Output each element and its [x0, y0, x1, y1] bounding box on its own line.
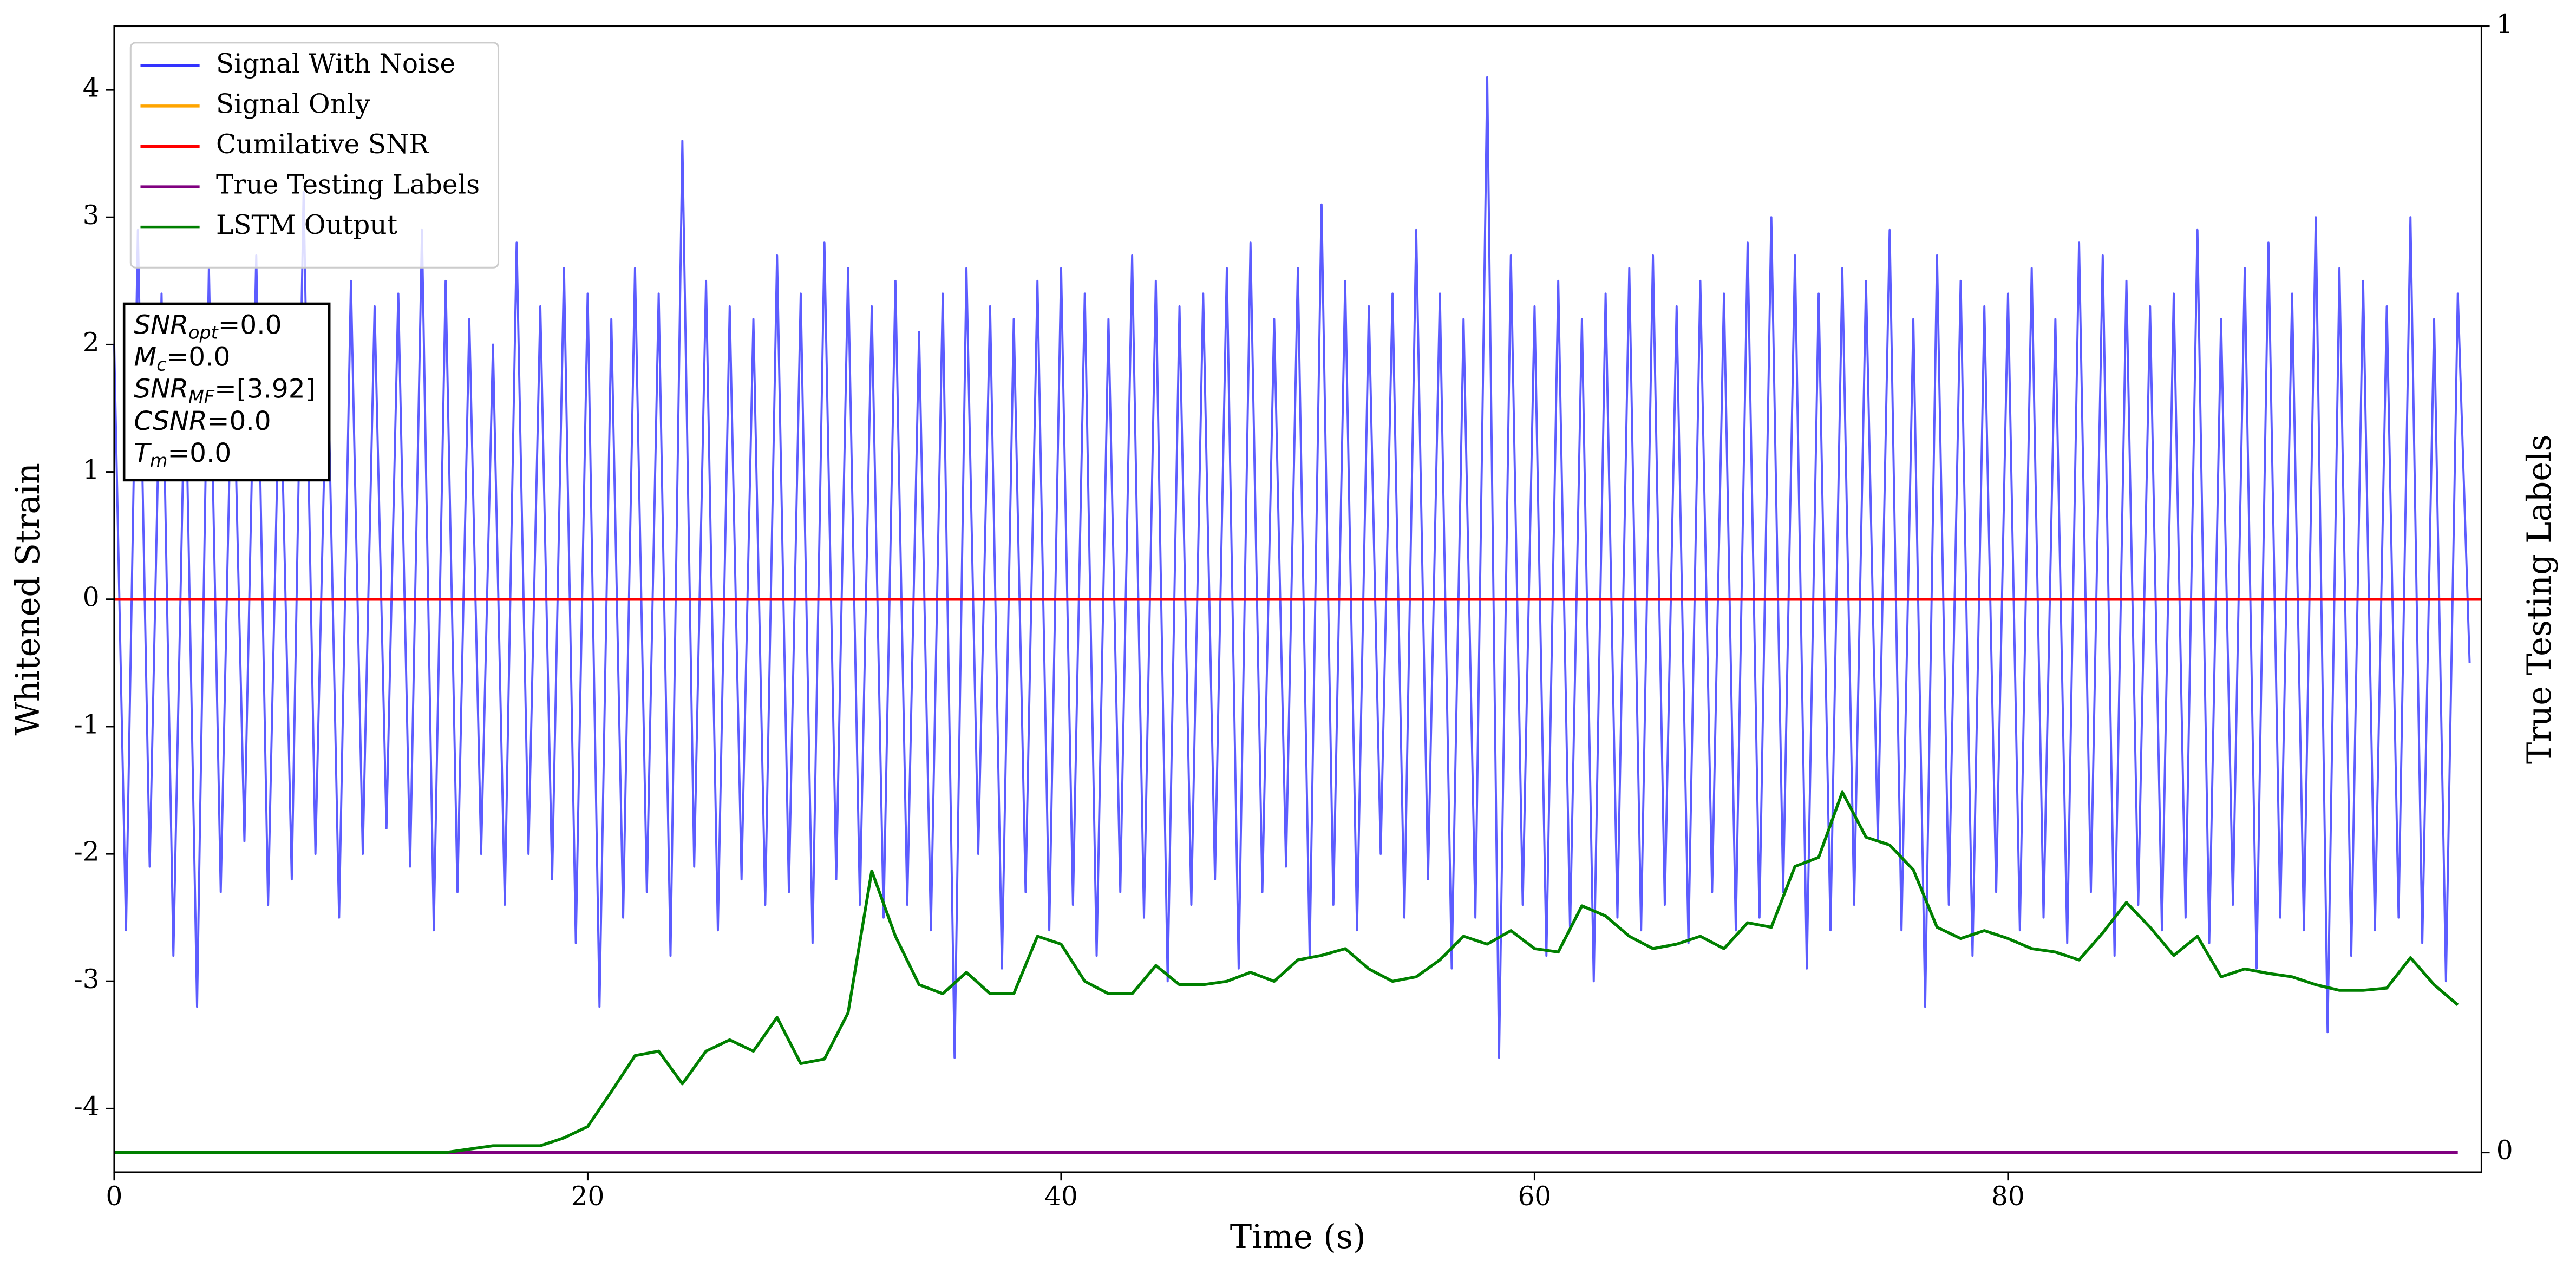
annotation: Tm=0.0 [134, 438, 231, 471]
annotation: SNRMF=[3.92] [134, 374, 315, 407]
x-tick-label: 20 [571, 1181, 605, 1212]
annotation-symbol: T [134, 438, 152, 468]
annotation-symbol: M [134, 342, 156, 373]
x-tick-label: 40 [1044, 1181, 1078, 1212]
legend-label: Signal Only [216, 89, 370, 119]
y2-tick-label: 0 [2496, 1135, 2513, 1166]
x-tick-label: 80 [1991, 1181, 2025, 1212]
annotation-subscript: m [150, 450, 167, 471]
y-tick-label: 4 [83, 73, 100, 103]
annotation-text: =0.0 [207, 406, 271, 436]
annotation-symbol: SNR [134, 374, 188, 404]
annotation: CSNR=0.0 [134, 406, 271, 436]
y2-tick-label: 1 [2496, 9, 2513, 40]
annotation: Mc=0.0 [134, 342, 230, 375]
x-tick-label: 0 [106, 1181, 123, 1212]
plot-frame [113, 25, 2482, 1173]
legend-label: LSTM Output [216, 210, 398, 240]
y-tick-label: -4 [74, 1092, 99, 1122]
legend-label: Signal With Noise [216, 49, 455, 79]
y-tick-label: 0 [83, 582, 100, 612]
series-line [114, 790, 2459, 1154]
legend-box [129, 42, 500, 269]
annotation-text: =0.0 [218, 310, 282, 340]
y-tick-label: -1 [74, 709, 99, 740]
annotation-box [122, 302, 331, 482]
y-tick-label: 1 [83, 455, 100, 485]
y-tick-label: -2 [74, 837, 99, 867]
annotation: SNRopt=0.0 [134, 310, 282, 343]
x-axis-label: Time (s) [1230, 1218, 1366, 1256]
annotation-text: =0.0 [167, 342, 231, 373]
annotation-symbol: SNR [134, 310, 188, 340]
y-tick-label: -3 [74, 964, 99, 995]
annotation-text: =[3.92] [214, 374, 315, 404]
legend-label: True Testing Labels [216, 170, 480, 200]
y-tick-label: 2 [83, 328, 100, 358]
annotation-subscript: MF [188, 386, 215, 407]
y-axis-label: Whitened Strain [9, 463, 47, 735]
annotation-symbol: CSNR [134, 406, 207, 436]
annotation-subscript: c [156, 354, 166, 375]
x-tick-label: 60 [1518, 1181, 1552, 1212]
y-tick-label: 3 [83, 200, 100, 231]
annotation-subscript: opt [188, 322, 219, 343]
legend-label: Cumilative SNR [216, 129, 429, 160]
y2-axis-label: True Testing Labels [2521, 434, 2559, 764]
annotation-text: =0.0 [167, 438, 231, 468]
series-line [113, 76, 2471, 1059]
